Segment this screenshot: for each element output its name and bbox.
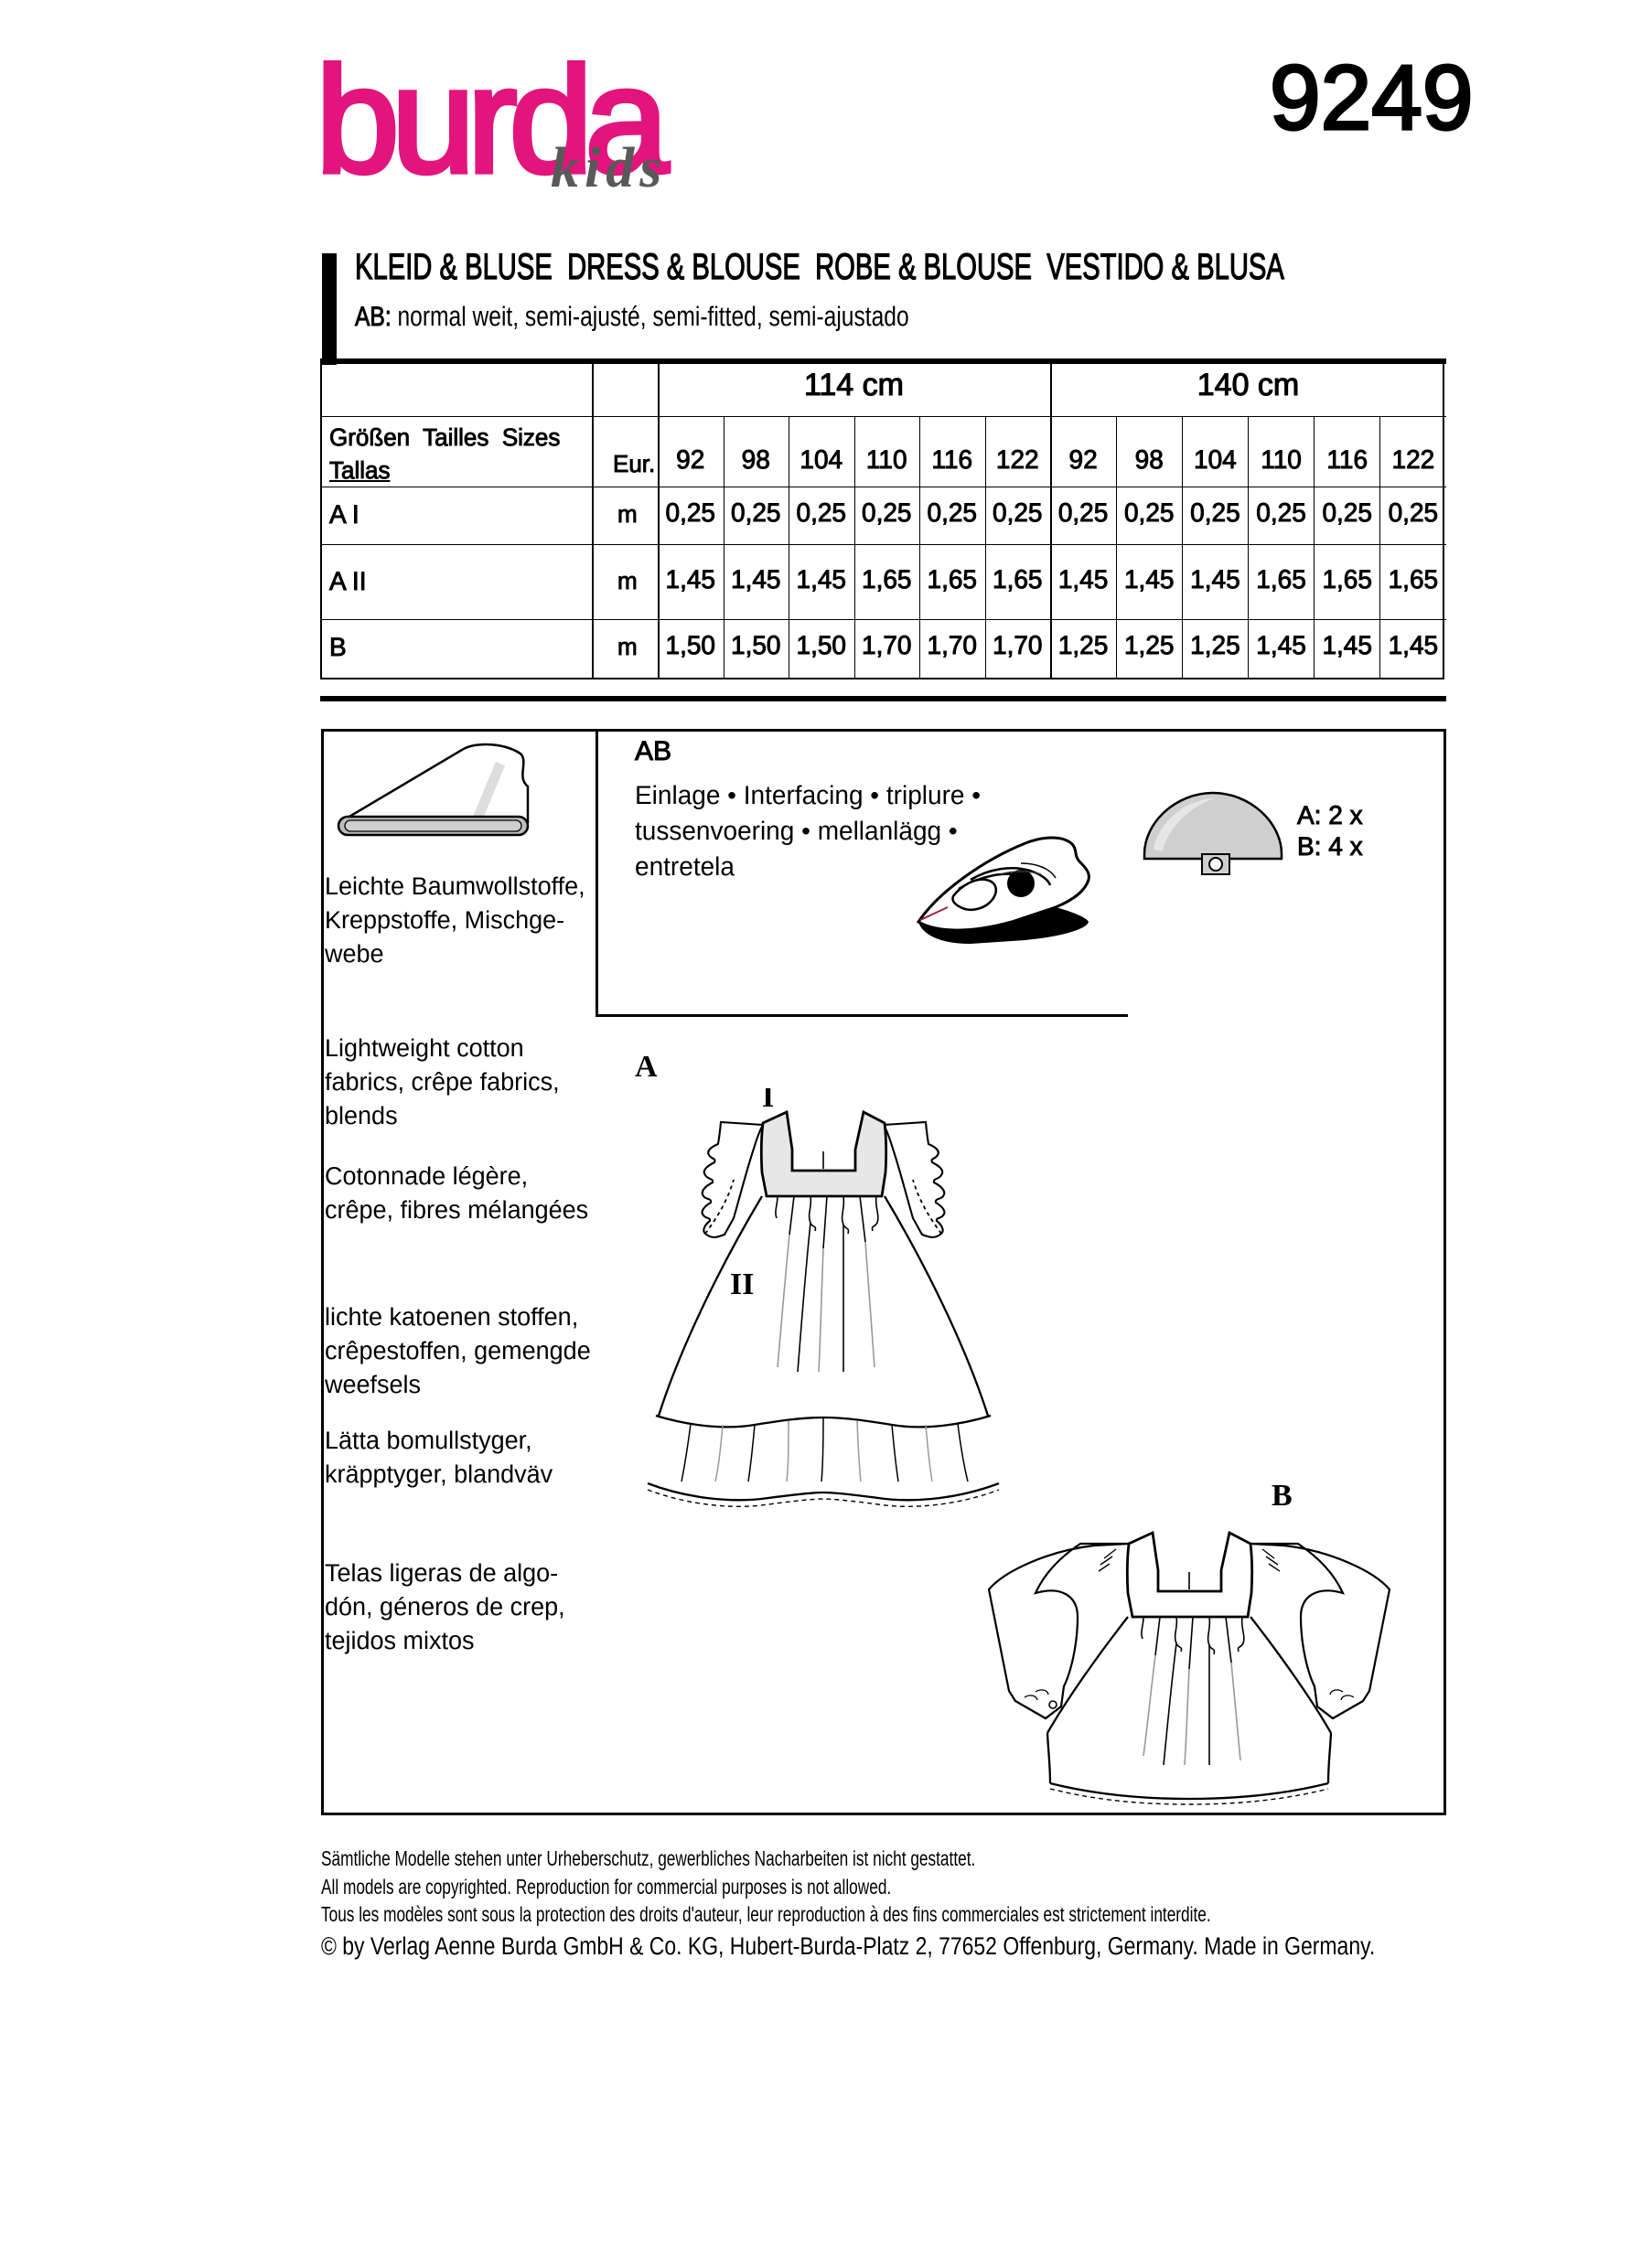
svg-text:I: I — [762, 1088, 774, 1114]
svg-text:kids: kids — [551, 137, 667, 199]
svg-text:II: II — [730, 1268, 754, 1301]
